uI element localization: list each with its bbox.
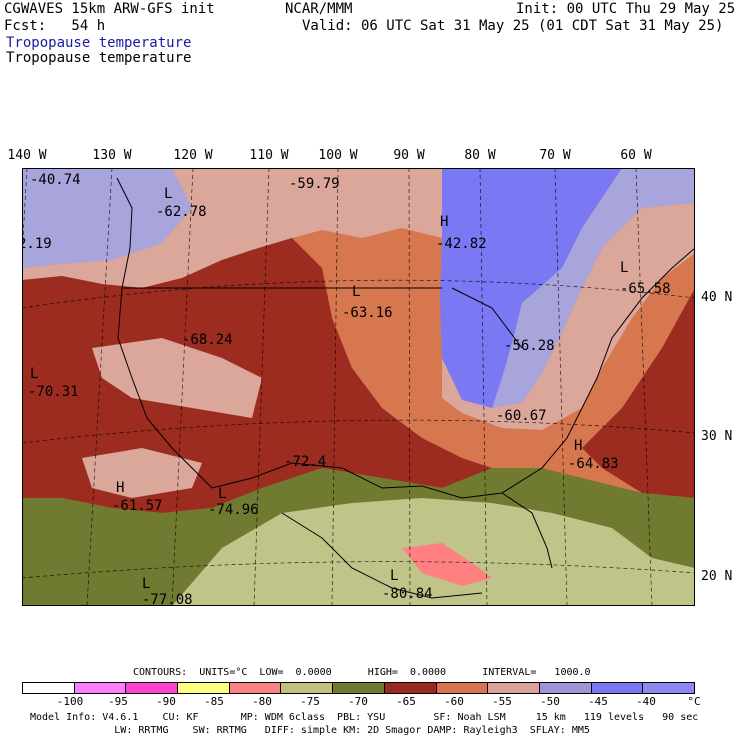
- colorbar-unit: °C: [687, 695, 701, 708]
- lat-label-20n: 20 N: [701, 569, 733, 584]
- map-value-nw: -40.74: [30, 172, 81, 188]
- lon-label-120w: 120 W: [173, 148, 213, 163]
- colorbar-swatch: [333, 683, 385, 693]
- model-info-line1: Model Info: V4.6.1 CU: KF MP: WDM 6class…: [30, 712, 699, 723]
- map-marker-low-6: L: [142, 576, 150, 592]
- colorbar-swatch: [591, 683, 644, 693]
- colorbar-swatch: [436, 683, 489, 693]
- lon-label-140w: 140 W: [7, 148, 47, 163]
- tropopause-temperature-map: -40.74 -59.79 L -62.78 H -42.82 L -65.58…: [22, 168, 695, 606]
- colorbar-swatch: [229, 683, 282, 693]
- shade-pink-north: [22, 168, 442, 288]
- map-value-low-5: -74.96: [208, 502, 259, 518]
- map-marker-low-3: L: [352, 284, 360, 300]
- valid-time: Valid: 06 UTC Sat 31 May 25 (01 CDT Sat …: [302, 18, 724, 34]
- colorbar-tick: -90: [156, 695, 176, 708]
- shade-pink-patch-central: [92, 338, 262, 418]
- init-time: Init: 00 UTC Thu 29 May 25: [516, 1, 736, 17]
- shade-salmon-patch: [402, 543, 492, 586]
- map-value-southeast: -60.67: [496, 408, 547, 424]
- field-title-shaded: Tropopause temperature: [6, 35, 192, 51]
- map-marker-low-1: L: [164, 186, 172, 202]
- colorbar-tick: -60: [444, 695, 464, 708]
- map-value-low-4: -70.31: [28, 384, 79, 400]
- map-value-high-1: -42.82: [436, 236, 487, 252]
- colorbar-swatch: [281, 683, 334, 693]
- lon-label-70w: 70 W: [539, 148, 571, 163]
- map-marker-low-2: L: [620, 260, 628, 276]
- colorbar-tick: -100: [56, 695, 84, 708]
- map-marker-low-7: L: [390, 568, 398, 584]
- org-label: NCAR/MMM: [285, 1, 353, 17]
- map-value-low-1: -62.78: [156, 204, 207, 220]
- map-value-high-2: -64.83: [568, 456, 619, 472]
- model-title: CGWAVES 15km ARW-GFS init: [4, 1, 215, 17]
- lon-label-130w: 130 W: [92, 148, 132, 163]
- map-marker-low-5: L: [218, 486, 226, 502]
- lon-label-60w: 60 W: [620, 148, 652, 163]
- map-value-texas: -72.4: [284, 454, 326, 470]
- map-value-west-edge: 2.19: [22, 236, 52, 252]
- colorbar-swatch: [488, 683, 540, 693]
- contours-info: CONTOURS: UNITS=°C LOW= 0.0000 HIGH= 0.0…: [133, 667, 591, 678]
- map-value-low-6: -77.08: [142, 592, 193, 606]
- colorbar-swatch: [539, 683, 592, 693]
- colorbar-tick: -70: [348, 695, 368, 708]
- colorbar: [22, 682, 695, 694]
- lon-label-90w: 90 W: [393, 148, 425, 163]
- colorbar-swatch: [384, 683, 437, 693]
- colorbar-tick: -55: [492, 695, 512, 708]
- lat-label-30n: 30 N: [701, 429, 733, 444]
- shade-red-atlantic: [582, 288, 695, 498]
- colorbar-tick: -75: [300, 695, 320, 708]
- map-value-east: -56.28: [504, 338, 555, 354]
- colorbar-swatch: [23, 683, 75, 693]
- colorbar-tick: -80: [252, 695, 272, 708]
- model-info-line2: LW: RRTMG SW: RRTMG DIFF: simple KM: 2D …: [30, 725, 590, 736]
- colorbar-tick: -40: [636, 695, 656, 708]
- shade-purple-northwest: [22, 168, 192, 268]
- map-marker-high-3: H: [116, 480, 124, 496]
- colorbar-swatch: [643, 683, 694, 693]
- map-value-rockies: -68.24: [182, 332, 233, 348]
- lon-label-80w: 80 W: [464, 148, 496, 163]
- shade-blue-northeast: [440, 168, 622, 408]
- colorbar-tick: -50: [540, 695, 560, 708]
- map-marker-low-4: L: [30, 366, 38, 382]
- colorbar-swatch: [74, 683, 127, 693]
- map-marker-high-1: H: [440, 214, 448, 230]
- shade-pink-east: [442, 203, 695, 430]
- shade-purple-east: [492, 168, 695, 408]
- map-value-low-7: -80.84: [382, 586, 433, 602]
- colorbar-tick: -85: [204, 695, 224, 708]
- lon-label-110w: 110 W: [249, 148, 289, 163]
- colorbar-tick: -95: [108, 695, 128, 708]
- colorbar-swatch: [126, 683, 179, 693]
- map-marker-high-2: H: [574, 438, 582, 454]
- map-value-high-3: -61.57: [112, 498, 163, 514]
- colorbar-tick: -65: [396, 695, 416, 708]
- lat-label-40n: 40 N: [701, 290, 733, 305]
- colorbar-swatch: [178, 683, 230, 693]
- colorbar-tick: -45: [588, 695, 608, 708]
- map-value-north: -59.79: [289, 176, 340, 192]
- map-value-low-3: -63.16: [342, 305, 393, 321]
- forecast-hour: Fcst: 54 h: [4, 18, 106, 34]
- field-title-contours: Tropopause temperature: [6, 50, 192, 66]
- lon-label-100w: 100 W: [318, 148, 358, 163]
- map-value-low-2: -65.58: [620, 281, 671, 297]
- shade-pink-patch-southwest: [82, 448, 202, 498]
